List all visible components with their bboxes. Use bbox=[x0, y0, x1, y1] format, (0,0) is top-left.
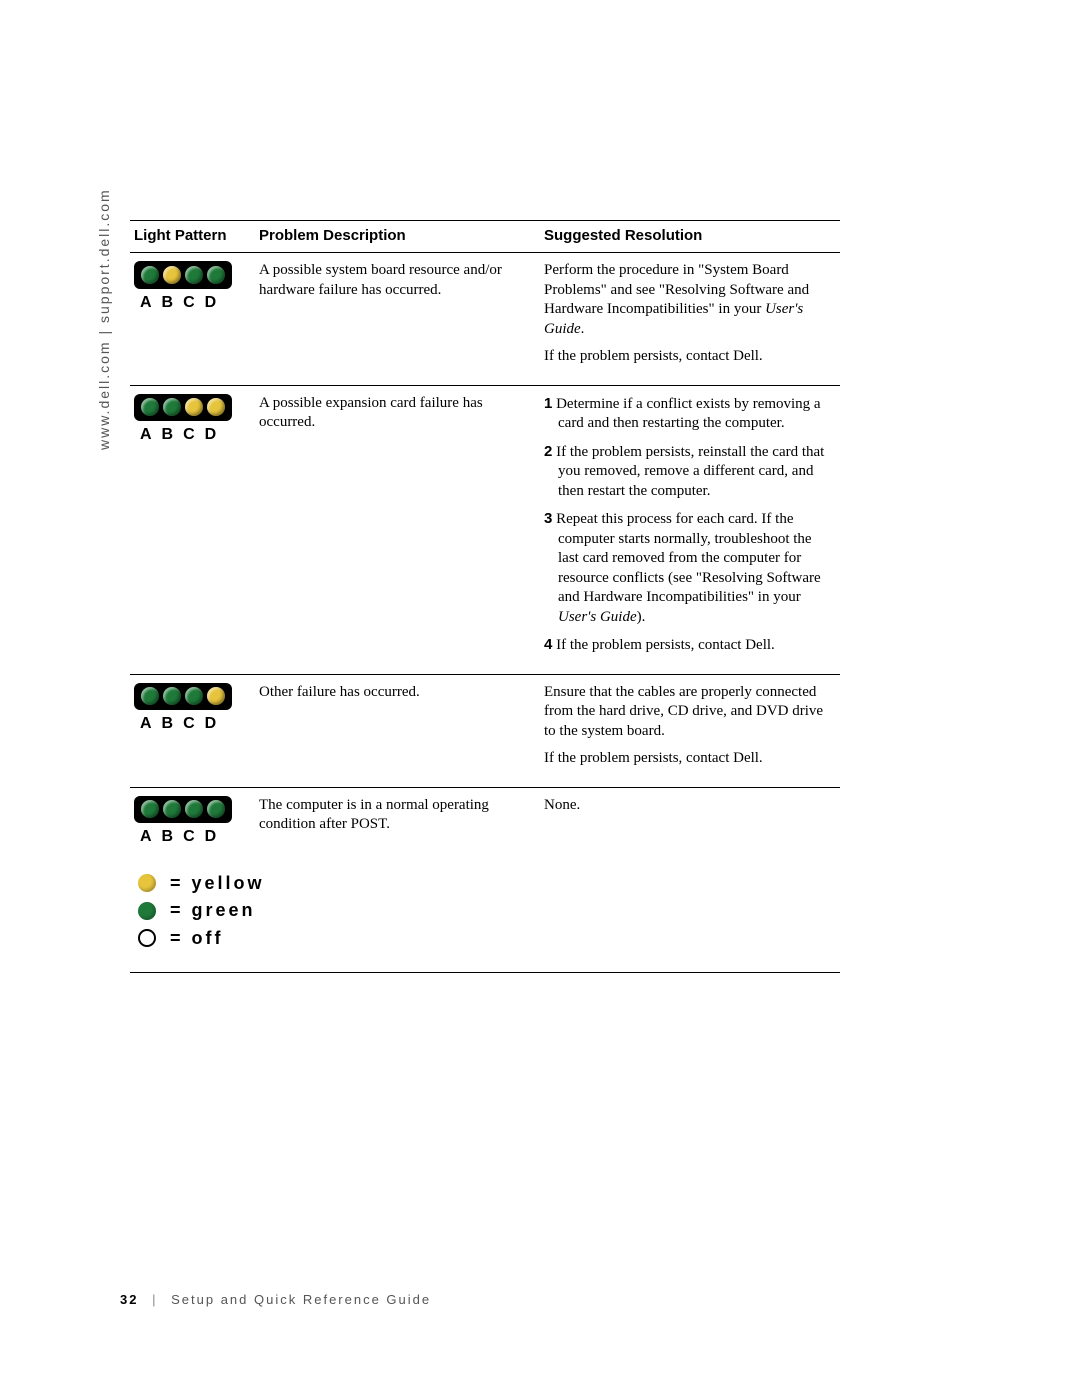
diagnostic-table: Light Pattern Problem Description Sugges… bbox=[130, 220, 840, 973]
light-pattern: ABCD bbox=[134, 394, 232, 446]
light-pattern: ABCD bbox=[134, 683, 232, 735]
cell-description: A possible expansion card failure has oc… bbox=[255, 385, 540, 674]
footer-title: Setup and Quick Reference Guide bbox=[171, 1292, 431, 1307]
resolution-text: If the problem persists, contact Dell. bbox=[544, 347, 836, 367]
table-row: ABCD The computer is in a normal operatin… bbox=[130, 787, 840, 854]
light-pattern: ABCD bbox=[134, 261, 232, 313]
green-light bbox=[141, 266, 159, 284]
col-header-description: Problem Description bbox=[255, 221, 540, 253]
col-header-resolution: Suggested Resolution bbox=[540, 221, 840, 253]
table-row: ABCD A possible system board resource and… bbox=[130, 253, 840, 386]
cell-pattern: ABCD bbox=[130, 385, 255, 674]
light-row bbox=[134, 796, 232, 824]
cell-description: A possible system board resource and/or … bbox=[255, 253, 540, 386]
cell-pattern: ABCD bbox=[130, 674, 255, 787]
green-light bbox=[163, 398, 181, 416]
green-light bbox=[185, 687, 203, 705]
resolution-step: 3 Repeat this process for each card. If … bbox=[544, 509, 836, 627]
green-legend-icon bbox=[138, 902, 156, 920]
green-light bbox=[185, 266, 203, 284]
legend-item: = green bbox=[138, 899, 836, 922]
cell-resolution: None. bbox=[540, 787, 840, 854]
side-url-text: www.dell.com | support.dell.com bbox=[96, 188, 112, 450]
green-light bbox=[141, 687, 159, 705]
table-row: ABCD Other failure has occurred.Ensure th… bbox=[130, 674, 840, 787]
table-row: ABCD A possible expansion card failure ha… bbox=[130, 385, 840, 674]
green-light bbox=[163, 687, 181, 705]
resolution-text: Ensure that the cables are properly conn… bbox=[544, 683, 836, 742]
cell-pattern: ABCD bbox=[130, 253, 255, 386]
resolution-block: Perform the procedure in "System Board P… bbox=[544, 261, 836, 367]
green-light bbox=[141, 800, 159, 818]
yellow-light bbox=[185, 398, 203, 416]
legend-label: = off bbox=[170, 927, 224, 950]
resolution-block: None. bbox=[544, 796, 836, 816]
light-labels: ABCD bbox=[140, 293, 232, 314]
light-row bbox=[134, 261, 232, 289]
yellow-light bbox=[207, 687, 225, 705]
legend-item: = yellow bbox=[138, 872, 836, 895]
cell-resolution: 1 Determine if a conflict exists by remo… bbox=[540, 385, 840, 674]
resolution-step: 4 If the problem persists, contact Dell. bbox=[544, 635, 836, 656]
resolution-text: If the problem persists, contact Dell. bbox=[544, 749, 836, 769]
light-pattern: ABCD bbox=[134, 796, 232, 848]
resolution-block: 1 Determine if a conflict exists by remo… bbox=[544, 394, 836, 656]
resolution-step: 2 If the problem persists, reinstall the… bbox=[544, 442, 836, 502]
light-labels: ABCD bbox=[140, 827, 232, 848]
legend-cell: = yellow = green = off bbox=[130, 854, 840, 973]
cell-resolution: Perform the procedure in "System Board P… bbox=[540, 253, 840, 386]
green-light bbox=[141, 398, 159, 416]
yellow-light bbox=[163, 266, 181, 284]
page-footer: 32 | Setup and Quick Reference Guide bbox=[120, 1292, 431, 1307]
light-row bbox=[134, 683, 232, 711]
light-labels: ABCD bbox=[140, 425, 232, 446]
content-area: Light Pattern Problem Description Sugges… bbox=[130, 220, 840, 973]
green-light bbox=[185, 800, 203, 818]
cell-pattern: ABCD bbox=[130, 787, 255, 854]
col-header-pattern: Light Pattern bbox=[130, 221, 255, 253]
resolution-step: 1 Determine if a conflict exists by remo… bbox=[544, 394, 836, 434]
cell-description: Other failure has occurred. bbox=[255, 674, 540, 787]
page-number: 32 bbox=[120, 1292, 138, 1307]
legend-item: = off bbox=[138, 927, 836, 950]
legend-label: = green bbox=[170, 899, 256, 922]
resolution-text: None. bbox=[544, 796, 836, 816]
footer-divider: | bbox=[152, 1292, 157, 1307]
resolution-block: Ensure that the cables are properly conn… bbox=[544, 683, 836, 769]
cell-resolution: Ensure that the cables are properly conn… bbox=[540, 674, 840, 787]
green-light bbox=[163, 800, 181, 818]
green-light bbox=[207, 266, 225, 284]
legend-label: = yellow bbox=[170, 872, 265, 895]
light-labels: ABCD bbox=[140, 714, 232, 735]
legend: = yellow = green = off bbox=[134, 862, 836, 966]
resolution-text: Perform the procedure in "System Board P… bbox=[544, 261, 836, 339]
legend-row: = yellow = green = off bbox=[130, 854, 840, 973]
cell-description: The computer is in a normal operating co… bbox=[255, 787, 540, 854]
yellow-light bbox=[207, 398, 225, 416]
light-row bbox=[134, 394, 232, 422]
yellow-legend-icon bbox=[138, 874, 156, 892]
off-legend-icon bbox=[138, 929, 156, 947]
page: www.dell.com | support.dell.com Light Pa… bbox=[0, 0, 1080, 1397]
green-light bbox=[207, 800, 225, 818]
